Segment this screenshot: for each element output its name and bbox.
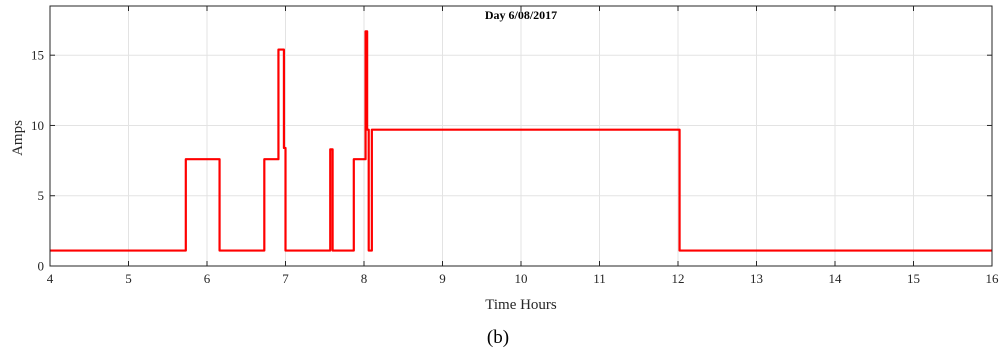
x-tick-label: 7 xyxy=(282,271,289,286)
x-axis-label: Time Hours xyxy=(485,297,557,313)
figure-caption: (b) xyxy=(487,327,509,348)
x-tick-label: 6 xyxy=(204,271,211,286)
x-tick-label: 11 xyxy=(593,271,606,286)
x-tick-label: 15 xyxy=(907,271,920,286)
x-tick-label: 10 xyxy=(515,271,528,286)
series-layer xyxy=(50,30,992,252)
x-tick-label: 8 xyxy=(361,271,368,286)
chart-title: Day 6/08/2017 xyxy=(485,8,557,22)
series-line xyxy=(50,30,992,252)
x-tick-label: 5 xyxy=(125,271,132,286)
x-tick-label: 14 xyxy=(829,271,843,286)
y-tick-label: 0 xyxy=(38,259,45,274)
y-tick-label: 15 xyxy=(31,48,44,63)
x-tick-label: 13 xyxy=(750,271,763,286)
x-tick-label: 4 xyxy=(47,271,54,286)
x-tick-label: 16 xyxy=(986,271,1000,286)
x-tick-label: 9 xyxy=(439,271,446,286)
x-tick-label: 12 xyxy=(672,271,685,286)
y-tick-label: 10 xyxy=(31,118,44,133)
axis-ticks: 4 5 6 7 8 9 10 11 12 13 14 15 16 0 5 10 15 xyxy=(31,6,999,286)
y-axis-label: Amps xyxy=(10,120,26,156)
y-tick-label: 5 xyxy=(38,188,45,203)
